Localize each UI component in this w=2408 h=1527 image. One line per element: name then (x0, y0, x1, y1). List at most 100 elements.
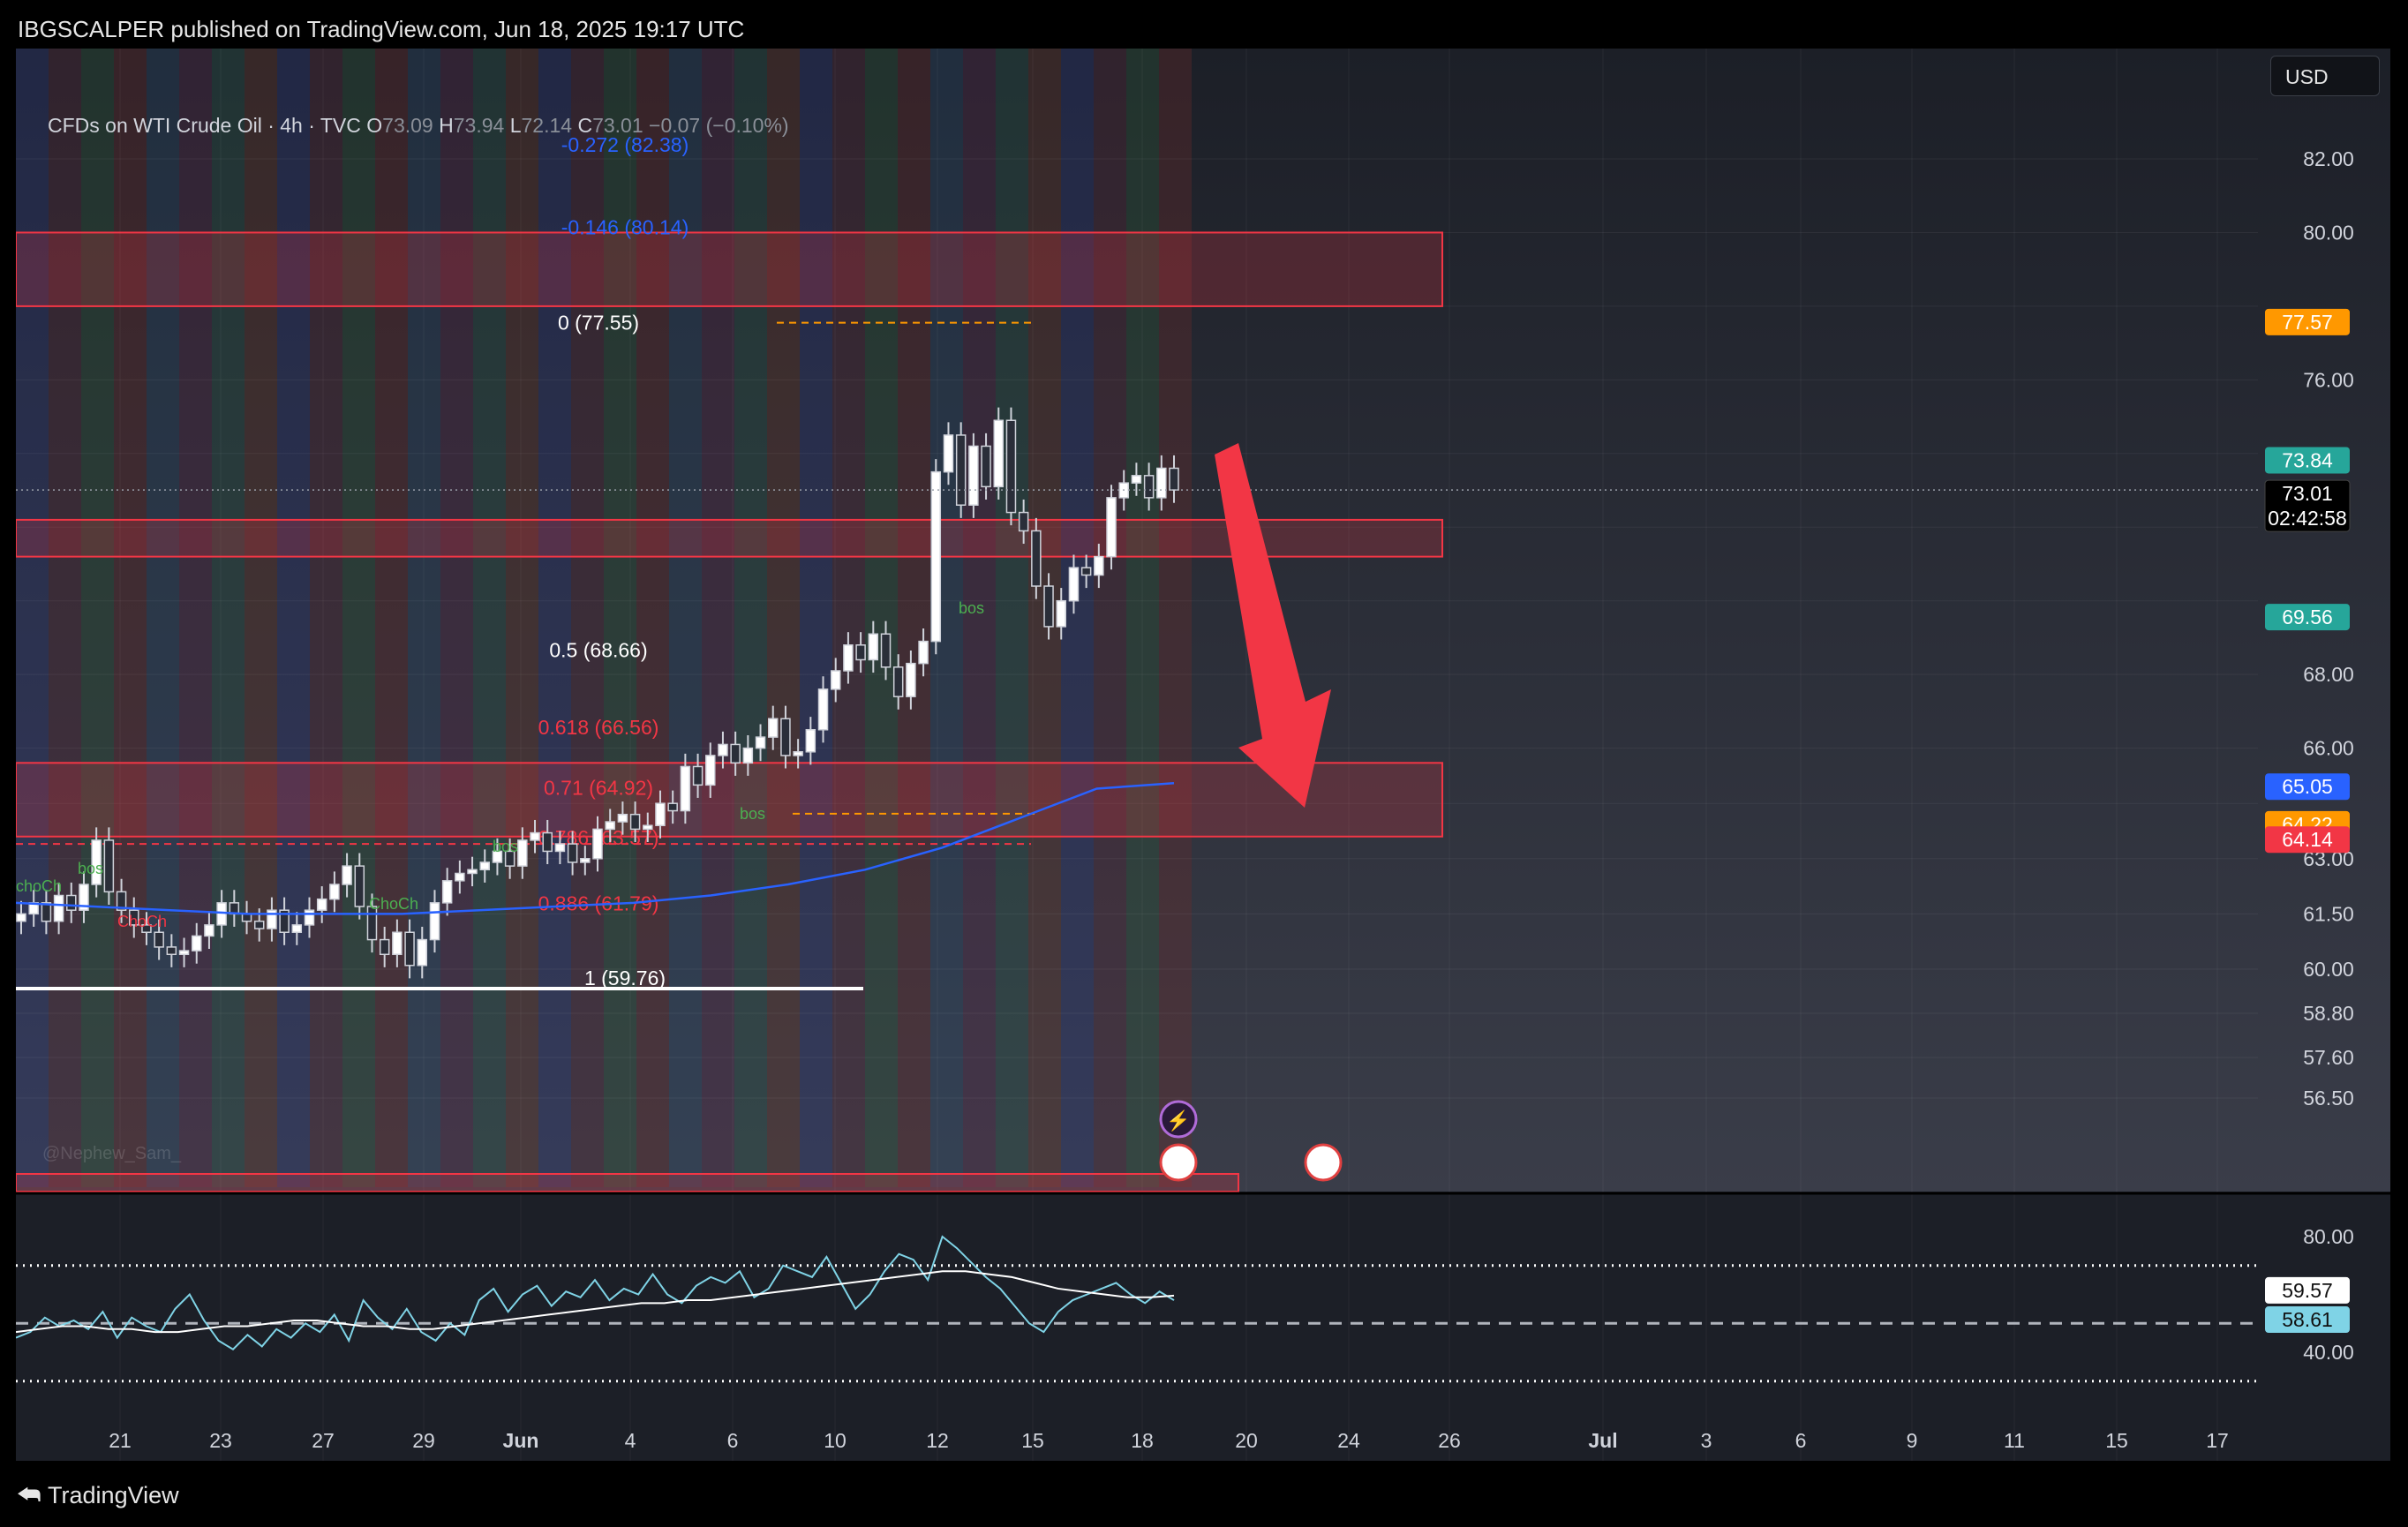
candle-body (116, 891, 127, 911)
candle-body (404, 931, 415, 967)
price-tag (2265, 773, 2350, 801)
candle-body (129, 909, 139, 926)
y-axis-tick-label: 61.50 (2303, 902, 2354, 925)
price-tag-label: 77.57 (2282, 311, 2333, 334)
candle-body (517, 839, 528, 867)
bg-stripe (408, 49, 440, 1187)
bg-stripe (147, 49, 179, 1187)
candle-body (392, 931, 403, 956)
x-axis-tick-label: 27 (312, 1429, 335, 1452)
supply-demand-zone (16, 762, 1443, 838)
symbol-title[interactable]: CFDs on WTI Crude Oil · 4h · TVC (48, 114, 361, 137)
countdown-label: 02:42:58 (2268, 507, 2347, 530)
y-axis-tick-label: 60.00 (2303, 958, 2354, 981)
candle-body (178, 950, 190, 956)
structure-label: ChoCh (117, 913, 167, 930)
plot-background (16, 49, 2390, 1192)
change-value: −0.07 (−0.10%) (649, 114, 789, 137)
structure-label: bos (78, 860, 103, 877)
candle-body (1043, 585, 1054, 628)
candle-body (1131, 475, 1142, 484)
x-axis-tick-label: 21 (109, 1429, 132, 1452)
candle-body (329, 884, 340, 900)
bg-stripe (1094, 49, 1126, 1187)
candle-body (868, 633, 879, 661)
x-axis-tick-label: 18 (1131, 1429, 1154, 1452)
fib-level-label: 0.618 (66.56) (538, 716, 659, 739)
candle-body (892, 666, 904, 697)
x-axis-tick-label: 9 (1907, 1429, 1918, 1452)
structure-label: choCh (16, 877, 62, 895)
x-axis-tick-label: 11 (2004, 1429, 2025, 1452)
low-label: L (509, 114, 522, 137)
candle-body (643, 824, 653, 831)
candle-body (342, 865, 352, 885)
x-axis-tick-label: Jul (1588, 1429, 1617, 1452)
candle-body (479, 861, 490, 871)
currency-button[interactable]: USD (2270, 56, 2380, 96)
x-axis-tick-label: 6 (727, 1429, 739, 1452)
candle-body (354, 865, 365, 907)
bg-stripe (669, 49, 702, 1187)
bg-stripe (734, 49, 767, 1187)
candle-body (1018, 511, 1029, 532)
bg-stripe (604, 49, 636, 1187)
bg-stripe (636, 49, 669, 1187)
y-axis-tick-label: 56.50 (2303, 1087, 2354, 1110)
candle-body (166, 946, 177, 956)
candle-body (918, 640, 929, 665)
candle-body (981, 445, 991, 488)
candle-body (767, 718, 779, 738)
x-axis-tick-label: 20 (1235, 1429, 1258, 1452)
rsi-ma-line (16, 1270, 1175, 1334)
candle-body (91, 839, 102, 885)
x-axis-tick-label: 6 (1795, 1429, 1807, 1452)
candle-body (492, 850, 503, 863)
candle-body (1169, 467, 1179, 491)
bg-stripe (571, 49, 604, 1187)
supply-demand-zone (16, 231, 1443, 307)
candle-body (830, 670, 841, 690)
rsi-line (16, 1235, 1175, 1350)
supply-demand-zone (16, 518, 1443, 558)
bg-stripe (996, 49, 1028, 1187)
candle-body (441, 880, 453, 904)
candle-body (718, 743, 728, 756)
candle-body (906, 662, 916, 697)
candle-body (605, 821, 615, 831)
bg-stripe (245, 49, 277, 1187)
bg-stripe (1126, 49, 1159, 1187)
y-axis-tick-label: 82.00 (2303, 147, 2354, 170)
chart-frame[interactable]: -0.272 (82.38) -0.146 (80.14) 0 (77.55) 0.5… (16, 49, 2390, 1461)
x-axis-tick-label: 15 (2105, 1429, 2128, 1452)
candle-body (366, 906, 378, 941)
rsi-value-tag (2265, 1306, 2350, 1334)
candle-body (504, 850, 515, 867)
price-chart[interactable]: -0.272 (82.38) -0.146 (80.14) 0 (77.55) 0.5… (16, 49, 2390, 1461)
footer-brand-text: TradingView (48, 1482, 179, 1508)
high-label: H (439, 114, 454, 137)
lightning-glyph: ⚡ (1166, 1110, 1190, 1132)
candle-body (1056, 599, 1066, 628)
y-axis-tick-label: 68.00 (2303, 663, 2354, 686)
price-tag (2265, 604, 2350, 631)
candle-body (1143, 475, 1155, 499)
candle-body (855, 644, 866, 661)
bg-stripe (865, 49, 898, 1187)
fib-level-label: 1 (59.76) (584, 967, 666, 989)
candle-body (291, 924, 303, 933)
x-axis-tick-label: 24 (1337, 1429, 1360, 1452)
candle-body (742, 747, 754, 764)
rsi-value-label: 59.57 (2282, 1279, 2333, 1302)
low-value: 72.14 (521, 114, 573, 137)
footer-brand[interactable]: ⮪ TradingView (18, 1474, 179, 1516)
tradingview-logo-icon: ⮪ (18, 1481, 41, 1508)
bg-stripe (212, 49, 245, 1187)
bg-stripe (832, 49, 865, 1187)
candle-body (253, 920, 265, 929)
price-tag-label: 69.56 (2282, 606, 2333, 628)
x-axis-tick-label: 10 (824, 1429, 847, 1452)
x-axis-tick-label: 23 (209, 1429, 232, 1452)
bg-stripe (440, 49, 473, 1187)
candle-body (279, 909, 290, 933)
